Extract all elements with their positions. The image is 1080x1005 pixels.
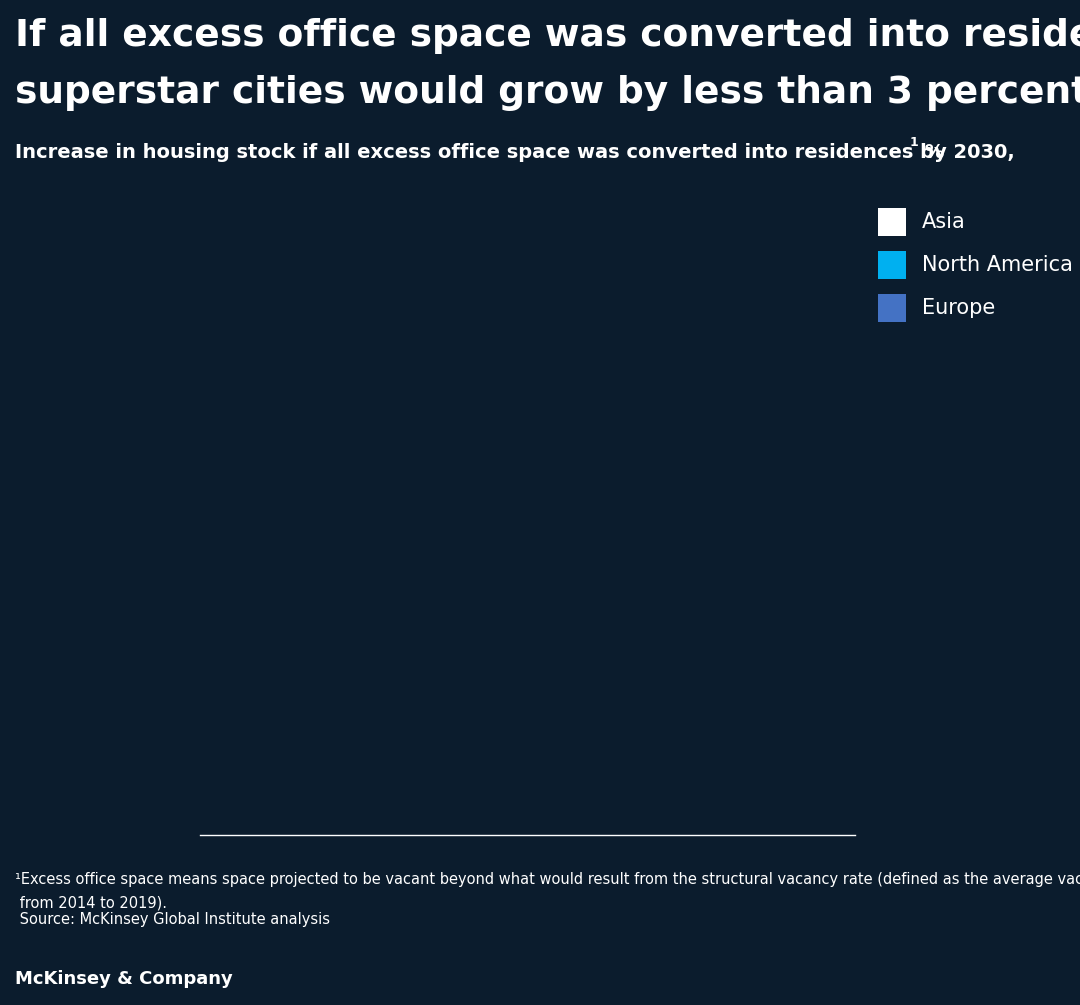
- Text: McKinsey & Company: McKinsey & Company: [15, 970, 233, 988]
- Text: Source: McKinsey Global Institute analysis: Source: McKinsey Global Institute analys…: [15, 912, 330, 927]
- Text: 1: 1: [910, 136, 919, 149]
- Text: North America: North America: [922, 255, 1072, 275]
- Text: Increase in housing stock if all excess office space was converted into residenc: Increase in housing stock if all excess …: [15, 143, 1015, 162]
- Text: Asia: Asia: [922, 212, 966, 232]
- Text: If all excess office space was converted into residences, housing stock in: If all excess office space was converted…: [15, 18, 1080, 54]
- Text: from 2014 to 2019).: from 2014 to 2019).: [15, 895, 167, 910]
- Text: superstar cities would grow by less than 3 percent.: superstar cities would grow by less than…: [15, 75, 1080, 111]
- Text: ¹Excess office space means space projected to be vacant beyond what would result: ¹Excess office space means space project…: [15, 872, 1080, 887]
- Text: Europe: Europe: [922, 298, 996, 318]
- Text: %: %: [918, 143, 944, 162]
